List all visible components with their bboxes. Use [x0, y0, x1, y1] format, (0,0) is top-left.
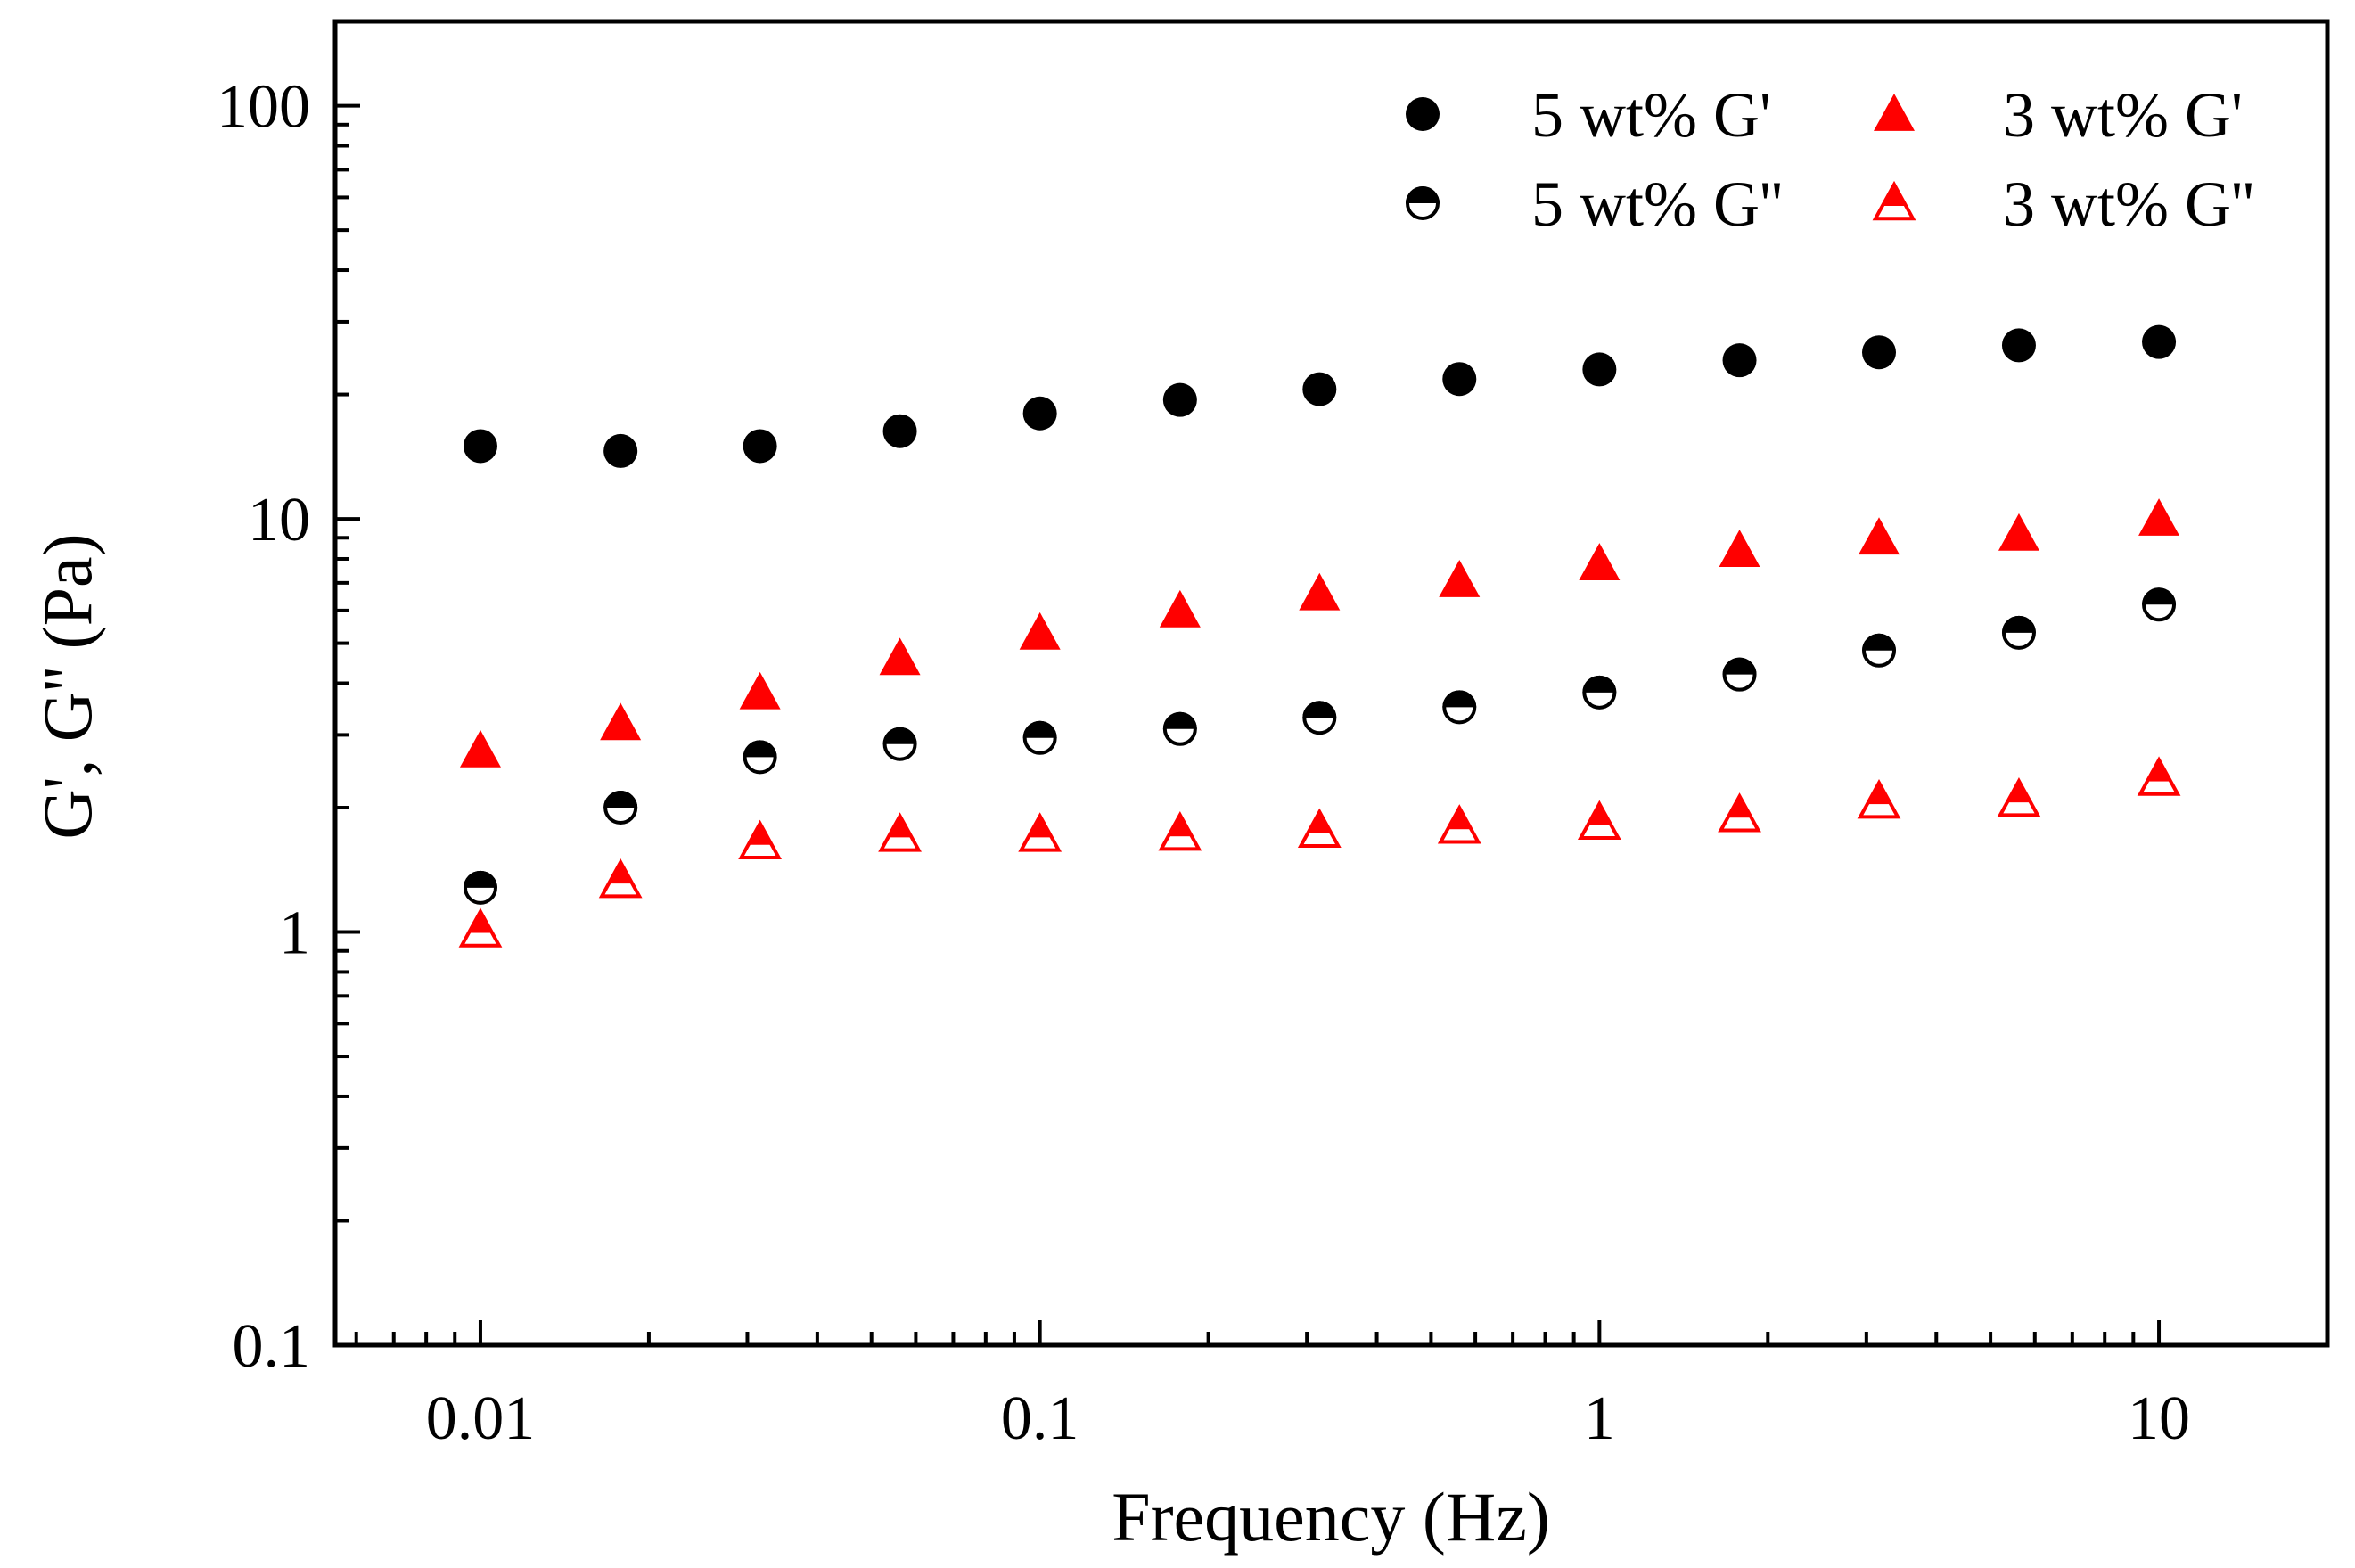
data-point	[1997, 777, 2041, 817]
data-point	[743, 740, 777, 775]
data-point	[882, 414, 917, 448]
data-point	[2142, 587, 2177, 622]
data-point	[2001, 615, 2036, 650]
data-point	[1859, 517, 1900, 555]
data-point	[463, 429, 497, 464]
data-point	[1158, 811, 1202, 851]
data-point	[1022, 396, 1057, 431]
legend-label: 5 wt% G''	[1531, 168, 1783, 240]
data-point	[1437, 804, 1481, 844]
data-point	[1579, 543, 1621, 580]
data-point	[1159, 589, 1201, 628]
data-point	[1998, 513, 2039, 551]
x-axis-label: Frequency (Hz)	[1112, 1478, 1550, 1556]
legend-label: 5 wt% G'	[1531, 79, 1771, 151]
x-axis-tick-labels: 0.01 0.1 1 10	[426, 1384, 2190, 1453]
data-point	[459, 729, 501, 768]
data-point	[743, 429, 777, 464]
x-tick-label: 0.01	[426, 1384, 536, 1453]
data-point	[1442, 362, 1477, 397]
legend-item: 5 wt% G'	[1406, 79, 1771, 151]
data-point	[738, 819, 783, 859]
data-point	[1582, 675, 1617, 710]
y-tick-label: 0.1	[233, 1312, 311, 1381]
data-point	[1162, 382, 1197, 417]
legend-marker	[1406, 186, 1440, 220]
data-point	[2138, 498, 2180, 536]
data-point	[1857, 778, 1901, 819]
data-point	[1862, 335, 1897, 370]
data-point	[1577, 800, 1621, 841]
data-point	[1719, 530, 1760, 568]
series-4	[458, 756, 2181, 948]
data-point	[1162, 711, 1197, 746]
data-point	[1018, 812, 1063, 852]
series-2	[463, 587, 2177, 905]
x-tick-label: 10	[2128, 1384, 2190, 1453]
x-tick-label: 0.1	[1001, 1384, 1079, 1453]
data-point	[2142, 324, 2177, 359]
data-point	[1302, 701, 1337, 735]
legend-item: 3 wt% G''	[1872, 168, 2254, 240]
series-1	[463, 324, 2177, 468]
y-tick-label: 100	[217, 73, 310, 142]
data-point	[1582, 352, 1617, 387]
data-point	[1862, 633, 1897, 668]
data-point	[603, 433, 638, 468]
legend-marker	[1874, 94, 1915, 131]
data-point	[1302, 372, 1337, 406]
data-point	[879, 637, 921, 676]
legend-item: 3 wt% G'	[1874, 79, 2243, 151]
data-point	[2001, 328, 2036, 363]
y-axis-label: G', G'' (Pa)	[29, 533, 106, 839]
data-point	[882, 727, 917, 761]
legend-item: 5 wt% G''	[1406, 168, 1783, 240]
data-point	[878, 812, 922, 852]
data-point	[463, 870, 497, 905]
data-point	[1722, 657, 1757, 692]
data-point	[598, 858, 643, 899]
x-axis-ticks	[354, 1320, 2329, 1345]
data-point	[1439, 560, 1481, 597]
y-tick-label: 1	[279, 899, 310, 968]
y-axis-ticks	[335, 103, 360, 1347]
data-point	[1722, 343, 1757, 378]
data-point	[1297, 808, 1342, 848]
data-point	[1019, 612, 1061, 650]
legend: 5 wt% G' 5 wt% G'' 3 wt% G' 3 wt% G''	[1406, 79, 2254, 240]
data-point	[2137, 756, 2181, 796]
data-points	[458, 324, 2181, 948]
data-point	[1718, 792, 1761, 833]
legend-marker	[1406, 97, 1440, 131]
data-point	[1299, 572, 1341, 611]
y-tick-label: 10	[248, 486, 310, 554]
data-point	[458, 907, 503, 948]
y-axis-tick-labels: 0.1 1 10 100	[217, 73, 310, 1381]
x-tick-label: 1	[1584, 1384, 1615, 1453]
data-point	[1442, 690, 1477, 725]
series-3	[459, 498, 2180, 768]
data-point	[600, 702, 642, 741]
legend-label: 3 wt% G''	[2003, 168, 2254, 240]
data-point	[603, 791, 638, 825]
data-point	[1022, 720, 1057, 755]
data-point	[739, 671, 781, 710]
legend-label: 3 wt% G'	[2003, 79, 2243, 151]
legend-marker	[1872, 180, 1916, 221]
